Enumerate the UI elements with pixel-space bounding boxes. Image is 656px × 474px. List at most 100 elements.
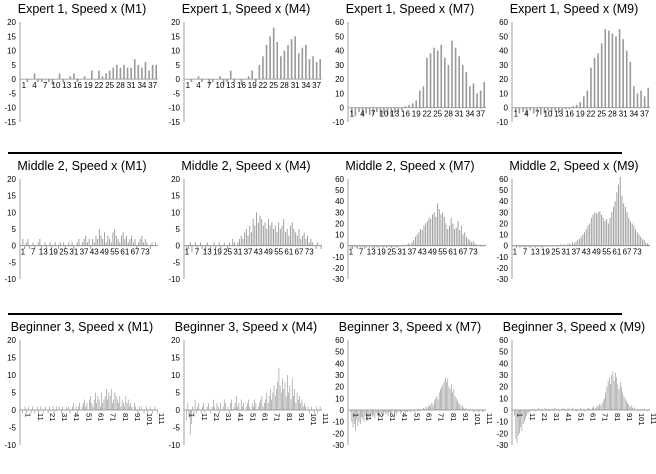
bar (305, 44, 307, 80)
x-tick-label: 51 (576, 413, 585, 421)
bar (223, 399, 225, 410)
x-tick-label: 22 (586, 110, 595, 119)
bar (389, 245, 391, 247)
y-tick-label: 5 (12, 389, 17, 398)
x-tick-label: 91 (133, 413, 142, 421)
bar (521, 245, 523, 247)
bar (586, 90, 589, 108)
bar (635, 229, 637, 246)
bar (81, 406, 83, 410)
bar (362, 410, 364, 420)
x-tick-label: 73 (469, 248, 478, 257)
bar (287, 44, 289, 80)
bar (154, 406, 156, 410)
bar (611, 212, 613, 246)
bar (469, 240, 471, 246)
y-tick-label: 40 (499, 47, 508, 56)
x-tick-label: 37 (476, 110, 485, 119)
x-tick-label: 7 (195, 248, 200, 257)
bar (226, 79, 228, 82)
bar (636, 232, 638, 246)
y-tick-label: 20 (171, 336, 180, 345)
bar (477, 410, 479, 413)
y-tick-label: 5 (12, 225, 17, 234)
bar (383, 410, 384, 416)
x-tick-label: 25 (551, 248, 560, 257)
x-tick-label: 31 (388, 413, 397, 421)
y-tick-label: -20 (332, 429, 344, 438)
bar (465, 407, 467, 410)
bar (58, 245, 60, 249)
x-tick-label: 34 (629, 110, 638, 119)
bar (611, 375, 613, 410)
bar (440, 389, 441, 410)
bar (24, 406, 26, 410)
y-tick-label: -10 (4, 275, 16, 284)
bar (627, 403, 628, 410)
bar (279, 385, 281, 410)
bar (370, 245, 372, 247)
bar (588, 407, 590, 410)
x-tick-label: 19 (576, 110, 585, 119)
bar (482, 410, 484, 413)
bar (320, 245, 322, 249)
x-tick-label: 19 (49, 248, 58, 257)
bar (459, 230, 461, 246)
chart-title: Beginner 3, Speed x (M4) (174, 320, 318, 334)
bar (582, 96, 585, 108)
x-tick-label: 25 (223, 248, 232, 257)
bar (618, 389, 620, 410)
bar (607, 223, 609, 246)
y-tick-label: 10 (335, 394, 344, 403)
bar (357, 410, 359, 427)
bar (151, 242, 153, 246)
bar (100, 235, 102, 246)
bar (119, 396, 121, 410)
x-tick-label: 4 (196, 81, 201, 90)
bar (368, 107, 371, 115)
y-tick-label: -20 (496, 429, 508, 438)
bar (372, 107, 375, 115)
bar (102, 403, 104, 410)
x-tick-label: 1 (513, 248, 518, 257)
bar (572, 242, 574, 246)
bar (315, 62, 318, 80)
bar (132, 242, 134, 246)
bar (291, 378, 293, 410)
bar (556, 245, 558, 247)
bar (391, 410, 393, 415)
bar (42, 410, 44, 414)
bar (393, 107, 396, 114)
bar (189, 242, 191, 246)
bar (208, 79, 211, 85)
x-tick-label: 13 (203, 248, 212, 257)
x-tick-label: 1 (350, 110, 355, 119)
bar (215, 245, 217, 249)
x-tick-label: 31 (127, 81, 136, 90)
bar (551, 408, 553, 410)
bar (97, 396, 99, 410)
y-tick-label: -5 (9, 89, 17, 98)
bar (577, 408, 579, 410)
bar (414, 410, 416, 413)
bar (413, 410, 415, 412)
bar (562, 407, 564, 410)
bar (418, 90, 421, 108)
bar (90, 245, 92, 249)
bar (537, 408, 539, 410)
bar (262, 56, 264, 80)
x-tick-label: 37 (148, 81, 157, 90)
bar (625, 400, 627, 410)
x-tick-label: 101 (309, 413, 318, 426)
bar (96, 403, 98, 410)
bar (426, 221, 428, 246)
x-tick-label: 11 (364, 413, 373, 421)
bar (396, 245, 398, 248)
bar (370, 410, 372, 415)
bar (270, 389, 271, 410)
bar (290, 399, 292, 410)
bar (296, 235, 298, 246)
bar (93, 242, 95, 246)
bar (123, 64, 125, 80)
